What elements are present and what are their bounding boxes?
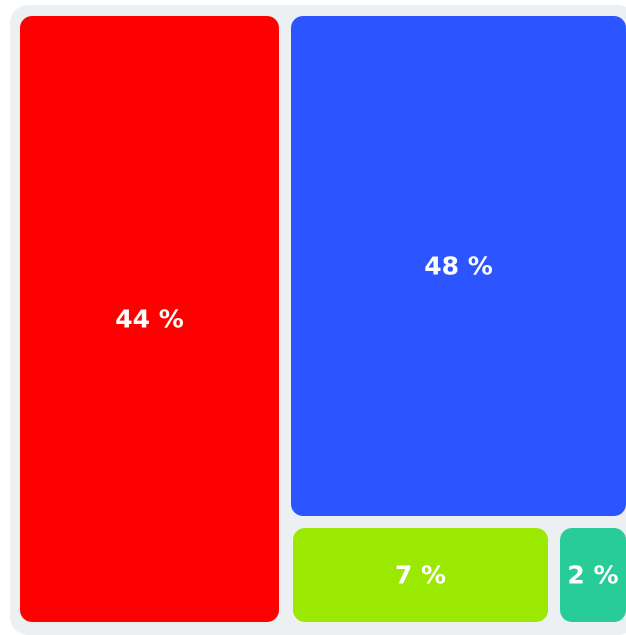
- treemap-tile-label: 48 %: [424, 252, 493, 281]
- treemap-tile-rect: [291, 16, 626, 516]
- treemap-tile-label: 2 %: [567, 561, 618, 590]
- treemap-tile-rect: [293, 528, 548, 622]
- treemap-tile-label: 7 %: [395, 561, 446, 590]
- treemap-tile-rect: [20, 16, 279, 622]
- treemap-tile: 44 %: [20, 16, 279, 622]
- treemap-tile: 7 %: [293, 528, 548, 622]
- treemap-tile: 2 %: [560, 528, 626, 622]
- treemap-tile-rect: [560, 528, 626, 622]
- treemap-tile: 48 %: [291, 16, 626, 516]
- treemap-tile-label: 44 %: [115, 305, 184, 334]
